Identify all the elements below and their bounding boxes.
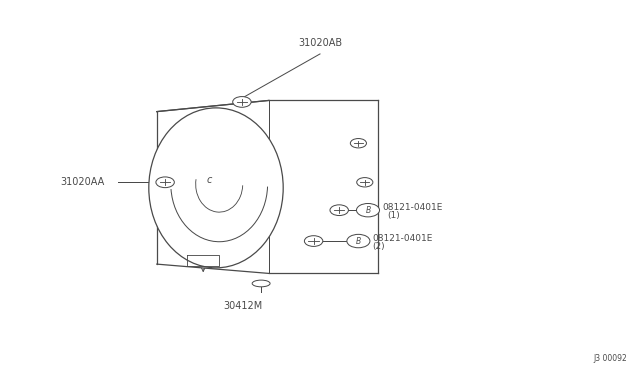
Text: 31020AB: 31020AB [298, 38, 342, 48]
Text: 08121-0401E: 08121-0401E [372, 234, 433, 243]
Text: B: B [365, 206, 371, 215]
Text: c: c [207, 176, 212, 185]
Text: B: B [356, 237, 361, 246]
Text: 31020AA: 31020AA [61, 177, 105, 187]
Circle shape [347, 234, 370, 248]
Circle shape [356, 177, 373, 187]
Circle shape [356, 203, 380, 217]
Ellipse shape [252, 280, 270, 287]
Text: J3 00092: J3 00092 [593, 354, 627, 363]
Circle shape [350, 138, 367, 148]
Circle shape [233, 97, 251, 107]
Circle shape [305, 236, 323, 246]
Ellipse shape [149, 108, 283, 268]
Text: 08121-0401E: 08121-0401E [382, 203, 442, 212]
Circle shape [330, 205, 348, 215]
Polygon shape [157, 100, 378, 273]
Text: 30412M: 30412M [223, 301, 263, 311]
Text: (2): (2) [372, 242, 385, 251]
Text: (1): (1) [387, 211, 400, 220]
Circle shape [156, 177, 174, 187]
